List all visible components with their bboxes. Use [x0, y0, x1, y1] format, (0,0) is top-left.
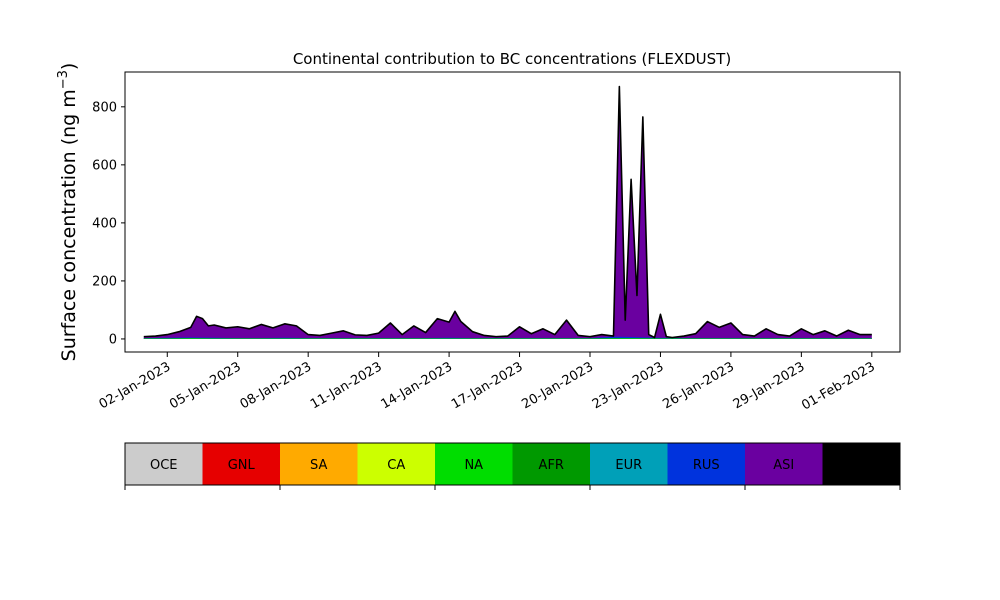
total-line [144, 87, 872, 338]
colorbar-legend: OCE GNL SA CA NA AFR EUR RUS ASI AUS [125, 443, 900, 490]
colorbar-label-asi: ASI [773, 458, 794, 473]
colorbar-label-oce: OCE [150, 458, 178, 473]
y-axis: 0 200 400 600 800 [92, 100, 125, 347]
colorbar-label-ca: CA [387, 458, 405, 473]
colorbar-label-eur: EUR [615, 458, 642, 473]
x-tick-label: 02-Jan-2023 [97, 359, 174, 412]
y-tick-label: 0 [109, 332, 117, 347]
y-tick-label: 600 [92, 158, 117, 173]
x-tick-label: 11-Jan-2023 [308, 359, 385, 412]
colorbar-label-sa: SA [310, 458, 327, 473]
y-tick-label: 200 [92, 274, 117, 289]
y-tick-label: 800 [92, 100, 117, 115]
x-tick-label: 20-Jan-2023 [519, 359, 596, 412]
x-tick-label: 14-Jan-2023 [378, 359, 455, 412]
x-tick-label: 29-Jan-2023 [731, 359, 808, 412]
colorbar-label-aus: AUS [848, 458, 875, 473]
x-tick-label: 01-Feb-2023 [799, 359, 878, 413]
x-tick-label: 17-Jan-2023 [449, 359, 526, 412]
x-tick-label: 05-Jan-2023 [167, 359, 244, 412]
colorbar-label-rus: RUS [693, 458, 720, 473]
colorbar-label-gnl: GNL [228, 458, 256, 473]
plot-frame [125, 72, 900, 352]
chart-title: Continental contribution to BC concentra… [293, 50, 731, 68]
x-tick-label: 26-Jan-2023 [660, 359, 737, 412]
colorbar-label-afr: AFR [539, 458, 564, 473]
total-area [144, 87, 872, 339]
y-tick-label: 400 [92, 216, 117, 231]
colorbar-label-na: NA [464, 458, 483, 473]
y-axis-label: Surface concentration (ng m−3) [56, 63, 80, 362]
x-axis: 02-Jan-202305-Jan-202308-Jan-202311-Jan-… [97, 352, 878, 413]
x-tick-label: 23-Jan-2023 [590, 359, 667, 412]
x-tick-label: 08-Jan-2023 [238, 359, 315, 412]
plot-area [144, 87, 872, 339]
